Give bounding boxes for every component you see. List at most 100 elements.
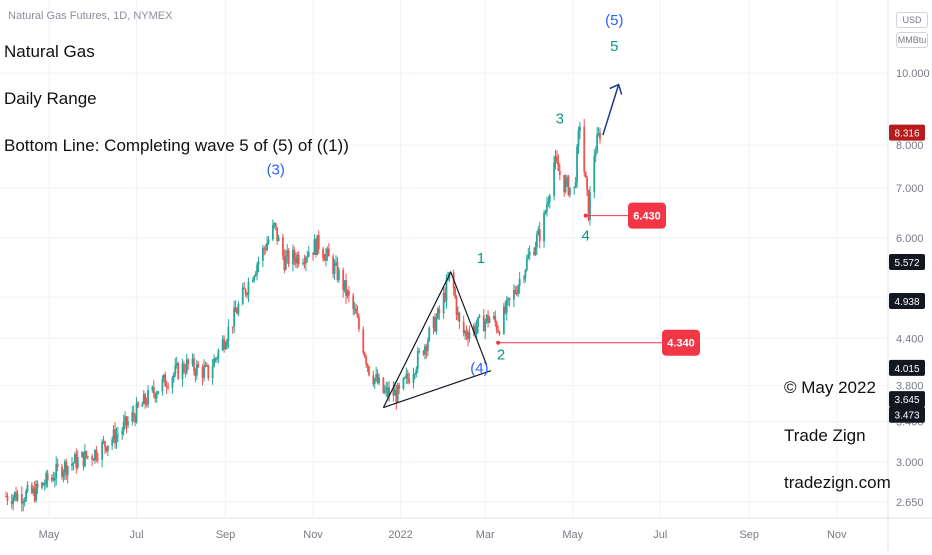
candle-body bbox=[286, 250, 289, 257]
candle-body bbox=[306, 256, 309, 258]
candle-body bbox=[412, 374, 415, 384]
candle-body bbox=[226, 341, 228, 346]
y-tick-label: 10.000 bbox=[896, 68, 930, 80]
candle-body bbox=[546, 204, 548, 212]
candle-body bbox=[6, 496, 9, 501]
candle-body bbox=[528, 252, 531, 256]
candle-body bbox=[317, 234, 320, 249]
candle-body bbox=[515, 292, 518, 295]
candle-body bbox=[26, 484, 29, 491]
candle-body bbox=[162, 374, 165, 380]
candle-body bbox=[484, 321, 487, 332]
candle-body bbox=[106, 445, 109, 452]
x-tick-label: Jul bbox=[653, 529, 667, 541]
candle-body bbox=[224, 345, 227, 350]
candle-body bbox=[45, 473, 48, 485]
candle-body bbox=[13, 492, 16, 498]
candle-body bbox=[525, 258, 528, 271]
candle-body bbox=[161, 379, 164, 392]
axis-price-label: 5.572 bbox=[894, 258, 919, 269]
candle-body bbox=[216, 358, 218, 360]
candle-body bbox=[478, 315, 481, 318]
symbol-label: Natural Gas Futures, 1D, NYMEX bbox=[8, 10, 173, 22]
candle-body bbox=[184, 371, 187, 373]
candle-body bbox=[375, 374, 378, 379]
candle-body bbox=[336, 262, 339, 280]
candle-body bbox=[435, 318, 438, 332]
candle-body bbox=[445, 279, 448, 301]
candle-body bbox=[144, 394, 147, 404]
candle-body bbox=[42, 482, 45, 486]
candle-body bbox=[264, 248, 267, 251]
candle-body bbox=[181, 363, 184, 379]
candle-body bbox=[563, 175, 566, 193]
candle-body bbox=[197, 364, 200, 368]
currency-unit-button[interactable]: USD bbox=[896, 12, 928, 28]
candle-body bbox=[43, 484, 46, 486]
candle-body bbox=[167, 386, 170, 388]
measure-unit-button[interactable]: MMBtu bbox=[896, 32, 928, 48]
candle-body bbox=[353, 308, 356, 310]
candle-body bbox=[10, 500, 13, 504]
x-tick-label: 2022 bbox=[388, 529, 412, 541]
website-text: tradezign.com bbox=[784, 473, 891, 492]
candle-body bbox=[534, 247, 537, 255]
candle-body bbox=[518, 279, 521, 286]
candle-body bbox=[71, 463, 73, 467]
candle-body bbox=[84, 450, 86, 467]
candle-body bbox=[92, 459, 95, 461]
candle-body bbox=[383, 390, 386, 393]
candle-body bbox=[523, 278, 525, 280]
candle-body bbox=[294, 258, 297, 264]
candle-body bbox=[5, 496, 7, 498]
x-tick-label: Mar bbox=[476, 529, 495, 541]
candle-body bbox=[362, 329, 365, 353]
candle-body bbox=[342, 270, 345, 291]
candle-body bbox=[376, 374, 379, 384]
candle-body bbox=[358, 317, 360, 330]
chart-subtitle: Daily Range bbox=[4, 89, 97, 108]
candle-body bbox=[244, 289, 247, 295]
candle-body bbox=[325, 253, 327, 261]
candle-body bbox=[464, 331, 467, 334]
candle-body bbox=[368, 366, 370, 376]
candle-body bbox=[458, 312, 461, 322]
candle-body bbox=[66, 466, 69, 476]
candle-body bbox=[442, 292, 445, 314]
candle-body bbox=[203, 366, 205, 378]
wave-label: (5) bbox=[605, 12, 623, 29]
candle-body bbox=[403, 377, 406, 379]
candle-body bbox=[267, 239, 270, 244]
candle-body bbox=[343, 280, 346, 291]
candle-body bbox=[40, 482, 43, 488]
level-label: 4.340 bbox=[667, 338, 695, 350]
candle-body bbox=[583, 126, 586, 172]
candle-body bbox=[62, 472, 65, 477]
candle-body bbox=[205, 365, 208, 367]
candle-body bbox=[373, 378, 376, 385]
candle-body bbox=[51, 477, 53, 481]
candle-body bbox=[356, 313, 359, 318]
candle-body bbox=[211, 366, 214, 379]
candle-body bbox=[385, 387, 388, 391]
candle-body bbox=[386, 387, 389, 396]
y-tick-label: 8.000 bbox=[896, 140, 924, 152]
x-tick-label: Nov bbox=[303, 529, 323, 541]
candle-body bbox=[125, 416, 128, 426]
candle-body bbox=[95, 449, 98, 459]
candle-body bbox=[102, 441, 105, 443]
candle-body bbox=[65, 461, 68, 476]
candle-body bbox=[221, 339, 224, 351]
candle-body bbox=[72, 462, 75, 464]
candle-body bbox=[243, 287, 246, 290]
wave-label: 4 bbox=[581, 228, 589, 245]
axis-price-marker bbox=[889, 124, 925, 141]
candle-body bbox=[214, 358, 217, 360]
candle-body bbox=[492, 316, 495, 319]
candle-body bbox=[96, 458, 99, 460]
candle-body bbox=[363, 352, 366, 357]
candle-body bbox=[392, 388, 395, 396]
candle-body bbox=[185, 359, 188, 373]
candle-body bbox=[135, 402, 138, 423]
candle-body bbox=[22, 501, 25, 504]
